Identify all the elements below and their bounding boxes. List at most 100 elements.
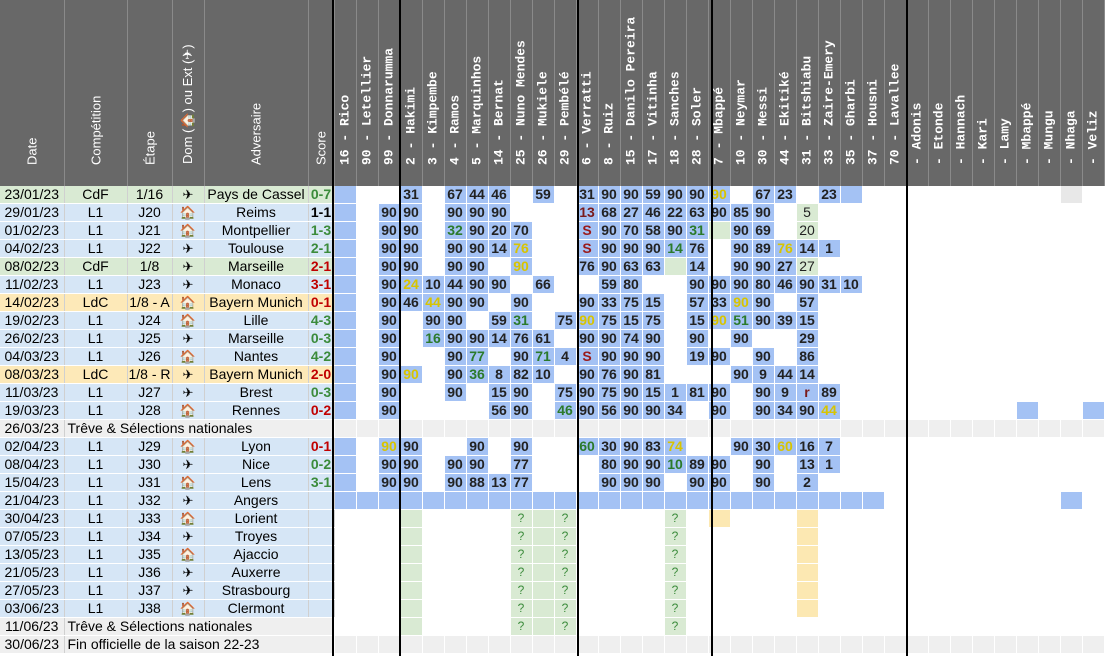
- minutes-cell[interactable]: [928, 599, 951, 618]
- minutes-cell[interactable]: 90: [378, 365, 401, 384]
- minutes-cell[interactable]: 75: [598, 311, 621, 330]
- plane-icon[interactable]: ✈: [172, 329, 205, 348]
- minutes-cell[interactable]: 23: [818, 186, 841, 204]
- minutes-cell[interactable]: [1082, 491, 1105, 510]
- player-header[interactable]: - Kari: [972, 0, 995, 186]
- minutes-cell[interactable]: [862, 365, 885, 384]
- minutes-cell[interactable]: [422, 599, 445, 618]
- minutes-cell[interactable]: [422, 365, 445, 384]
- minutes-cell[interactable]: [994, 419, 1017, 438]
- match-date[interactable]: 03/06/23: [0, 599, 65, 618]
- minutes-cell[interactable]: [994, 383, 1017, 402]
- match-etape[interactable]: J38: [127, 599, 173, 618]
- minutes-cell[interactable]: [378, 509, 401, 528]
- minutes-cell[interactable]: [444, 437, 467, 456]
- minutes-cell[interactable]: 90: [444, 293, 467, 312]
- minutes-cell[interactable]: [972, 455, 995, 474]
- minutes-cell[interactable]: [862, 509, 885, 528]
- minutes-cell[interactable]: [994, 491, 1017, 510]
- minutes-cell[interactable]: [906, 293, 929, 312]
- minutes-cell[interactable]: [532, 509, 555, 528]
- minutes-cell[interactable]: [928, 239, 951, 258]
- minutes-cell[interactable]: [422, 491, 445, 510]
- minutes-cell[interactable]: [840, 491, 863, 510]
- minutes-cell[interactable]: [906, 383, 929, 402]
- minutes-cell[interactable]: 15: [686, 311, 709, 330]
- minutes-cell[interactable]: [994, 365, 1017, 384]
- minutes-cell[interactable]: [400, 581, 423, 600]
- minutes-cell[interactable]: [972, 473, 995, 492]
- minutes-cell[interactable]: [378, 527, 401, 546]
- minutes-cell[interactable]: 90: [620, 186, 643, 204]
- match-date[interactable]: 19/02/23: [0, 311, 65, 330]
- minutes-cell[interactable]: [686, 545, 709, 564]
- minutes-cell[interactable]: 89: [818, 383, 841, 402]
- minutes-cell[interactable]: [554, 419, 577, 438]
- minutes-cell[interactable]: [400, 635, 423, 654]
- minutes-cell[interactable]: [554, 473, 577, 492]
- minutes-cell[interactable]: [334, 563, 357, 582]
- match-opponent[interactable]: Strasbourg: [204, 581, 309, 600]
- minutes-cell[interactable]: [884, 186, 907, 204]
- match-etape[interactable]: 1/8: [127, 257, 173, 276]
- player-header[interactable]: 33 - Zaire-Emery: [818, 0, 841, 186]
- minutes-cell[interactable]: [906, 455, 929, 474]
- match-etape[interactable]: J26: [127, 347, 173, 366]
- minutes-cell[interactable]: 75: [642, 311, 665, 330]
- minutes-cell[interactable]: [334, 365, 357, 384]
- minutes-cell[interactable]: [862, 186, 885, 204]
- minutes-cell[interactable]: [950, 311, 973, 330]
- minutes-cell[interactable]: [928, 311, 951, 330]
- minutes-cell[interactable]: [488, 419, 511, 438]
- minutes-cell[interactable]: [664, 419, 687, 438]
- player-header[interactable]: 10 - Neymar: [730, 0, 753, 186]
- match-row[interactable]: 08/04/23 L1 J30 ✈ Nice 0-2 90 90 90 90 77 80 90 90 10 8…: [0, 455, 1105, 474]
- minutes-cell[interactable]: [1038, 239, 1061, 258]
- minutes-cell[interactable]: [774, 581, 797, 600]
- minutes-cell[interactable]: [664, 347, 687, 366]
- match-row[interactable]: 26/03/23 Trêve & Sélections nationales: [0, 419, 1105, 438]
- match-score[interactable]: 2-0: [308, 365, 335, 384]
- minutes-cell[interactable]: [1060, 437, 1083, 456]
- minutes-cell[interactable]: 10: [664, 455, 687, 474]
- minutes-cell[interactable]: [334, 401, 357, 420]
- minutes-cell[interactable]: [1060, 347, 1083, 366]
- player-header[interactable]: 17 - Vitinha: [642, 0, 665, 186]
- minutes-cell[interactable]: [356, 473, 379, 492]
- minutes-cell[interactable]: [1016, 203, 1039, 222]
- minutes-cell[interactable]: [862, 203, 885, 222]
- minutes-cell[interactable]: [686, 437, 709, 456]
- minutes-cell[interactable]: [488, 617, 511, 636]
- minutes-cell[interactable]: 90: [730, 293, 753, 312]
- minutes-cell[interactable]: [686, 365, 709, 384]
- minutes-cell[interactable]: [1082, 329, 1105, 348]
- minutes-cell[interactable]: 76: [686, 239, 709, 258]
- minutes-cell[interactable]: 90: [510, 257, 533, 276]
- match-row[interactable]: 26/02/23 L1 J25 ✈ Marseille 0-3 90 16 90 90 14 76 61…: [0, 329, 1105, 348]
- minutes-cell[interactable]: 77: [510, 455, 533, 474]
- minutes-cell[interactable]: [818, 365, 841, 384]
- minutes-cell[interactable]: [818, 419, 841, 438]
- minutes-cell[interactable]: [1016, 617, 1039, 636]
- minutes-cell[interactable]: 46: [400, 293, 423, 312]
- minutes-cell[interactable]: [356, 311, 379, 330]
- minutes-cell[interactable]: 82: [510, 365, 533, 384]
- match-row[interactable]: 07/05/23 L1 J34 ✈ Troyes???: [0, 527, 1105, 546]
- minutes-cell[interactable]: [994, 545, 1017, 564]
- match-date[interactable]: 15/04/23: [0, 473, 65, 492]
- minutes-cell[interactable]: 46: [774, 275, 797, 294]
- match-competition[interactable]: L1: [64, 239, 128, 258]
- minutes-cell[interactable]: 44: [818, 401, 841, 420]
- minutes-cell[interactable]: [1016, 545, 1039, 564]
- minutes-cell[interactable]: 16: [422, 329, 445, 348]
- minutes-cell[interactable]: 90: [576, 293, 599, 312]
- player-header[interactable]: 90 - Letellier: [356, 0, 379, 186]
- minutes-cell[interactable]: [488, 491, 511, 510]
- minutes-cell[interactable]: [1082, 545, 1105, 564]
- minutes-cell[interactable]: [862, 257, 885, 276]
- match-opponent[interactable]: Lens: [204, 473, 309, 492]
- minutes-cell[interactable]: [356, 383, 379, 402]
- minutes-cell[interactable]: [334, 275, 357, 294]
- minutes-cell[interactable]: 39: [774, 311, 797, 330]
- player-header[interactable]: 44 - Ekitiké: [774, 0, 797, 186]
